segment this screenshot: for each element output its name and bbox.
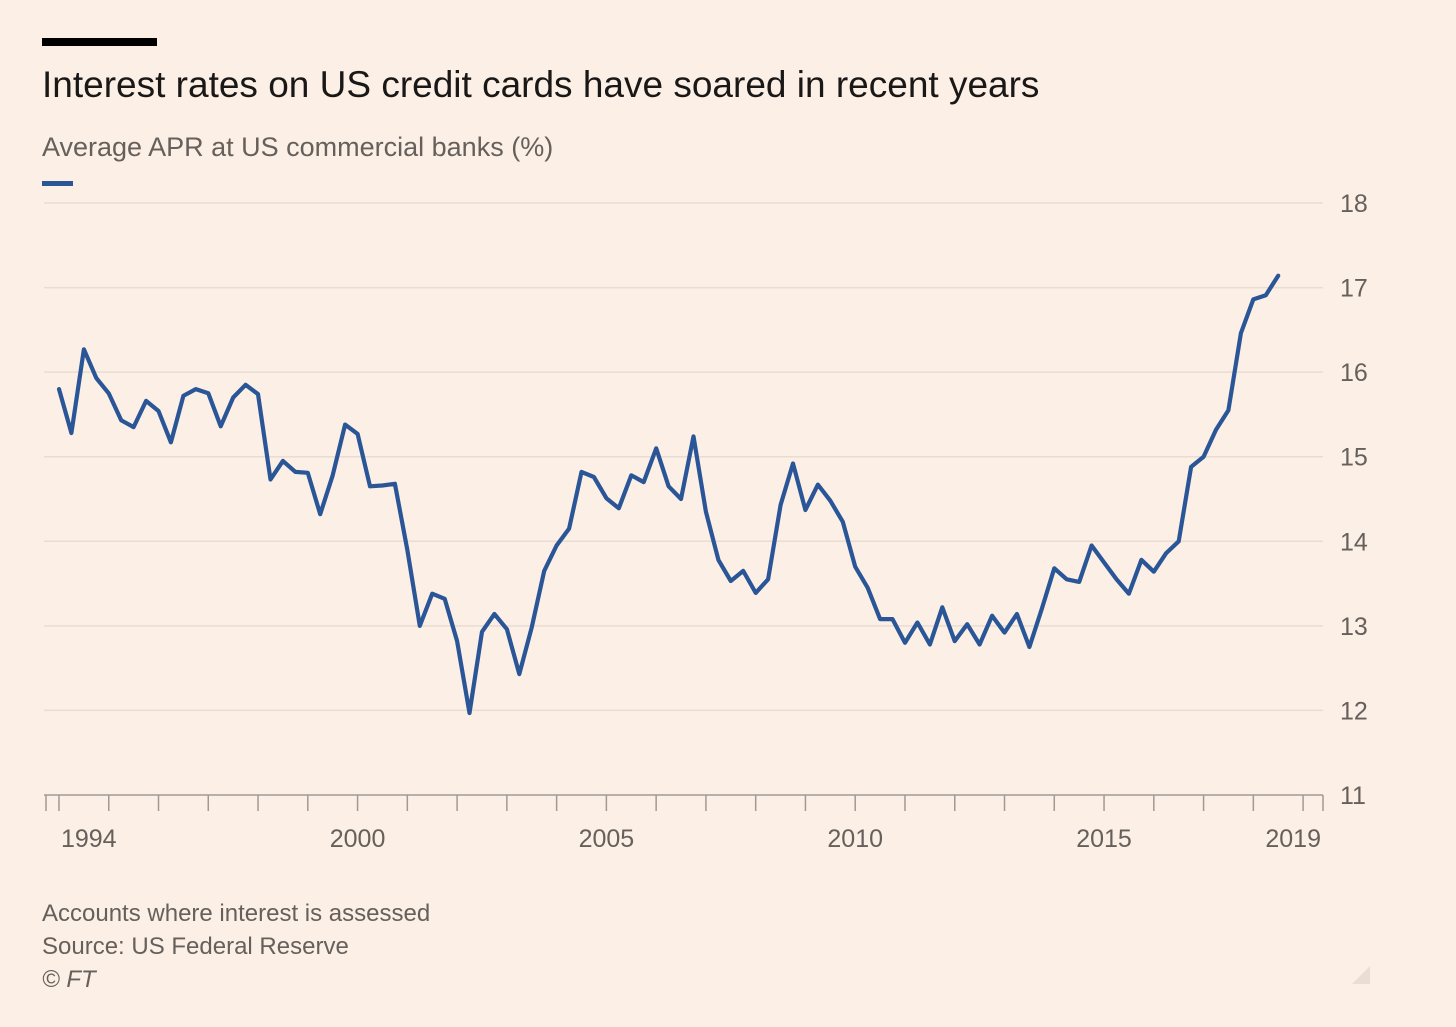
x-tick-label: 2019 — [1265, 825, 1321, 853]
y-tick-label: 13 — [1340, 613, 1368, 641]
x-tick-label: 2005 — [579, 825, 635, 853]
chart-title: Interest rates on US credit cards have s… — [42, 64, 1040, 105]
y-tick-label: 14 — [1340, 528, 1368, 556]
series-line-0 — [56, 273, 1281, 716]
y-tick-label: 16 — [1340, 359, 1368, 387]
header-rule — [42, 38, 157, 46]
y-tick-label: 17 — [1340, 275, 1368, 303]
legend-swatch — [42, 181, 73, 186]
grid-lines — [44, 202, 1323, 712]
footer-note: Accounts where interest is assessed — [42, 900, 431, 927]
x-tick-label: 2010 — [827, 825, 883, 853]
x-tick-label: 2015 — [1076, 825, 1132, 853]
x-tick-label: 2000 — [330, 825, 386, 853]
x-tick-label: 1994 — [61, 825, 117, 853]
copyright: © FT — [42, 966, 96, 993]
series-layer — [56, 273, 1281, 716]
x-axis: 1994 2000 2005 2010 2015 2019 — [44, 794, 1324, 853]
y-tick-label: 18 — [1340, 190, 1368, 218]
y-tick-label: 15 — [1340, 444, 1368, 472]
chart-footer: Accounts where interest is assessed Sour… — [42, 897, 430, 996]
chart-subtitle: Average APR at US commercial banks (%) — [42, 132, 554, 162]
y-axis-ticks: 11 12 13 14 15 16 17 18 — [1340, 190, 1368, 810]
source-note: Source: US Federal Reserve — [42, 933, 349, 960]
y-tick-label: 12 — [1340, 697, 1368, 725]
resize-corner-icon — [1352, 966, 1370, 984]
y-tick-label: 11 — [1340, 782, 1366, 810]
